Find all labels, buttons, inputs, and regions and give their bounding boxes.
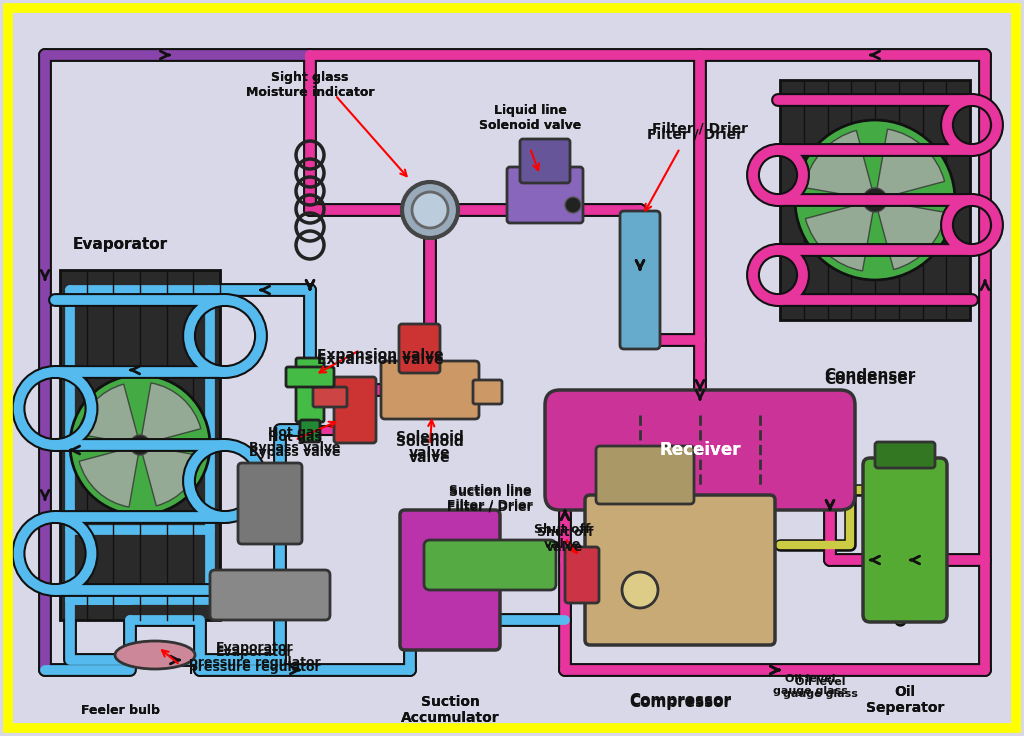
- Circle shape: [130, 435, 150, 455]
- FancyBboxPatch shape: [780, 80, 970, 320]
- Text: Expansion valve: Expansion valve: [316, 353, 443, 367]
- FancyBboxPatch shape: [507, 167, 583, 223]
- FancyBboxPatch shape: [238, 463, 302, 544]
- Text: Sight glass
Moisture indicator: Sight glass Moisture indicator: [246, 71, 374, 99]
- Circle shape: [565, 197, 581, 213]
- Text: Hot gas
Bypass valve: Hot gas Bypass valve: [249, 426, 341, 454]
- Text: Filter / Drier: Filter / Drier: [652, 121, 748, 135]
- Text: Receiver: Receiver: [659, 441, 740, 459]
- Text: Shut off
valve: Shut off valve: [537, 526, 593, 554]
- Circle shape: [863, 188, 887, 212]
- FancyBboxPatch shape: [545, 390, 855, 510]
- FancyBboxPatch shape: [399, 324, 440, 373]
- Text: Liquid line
Solenoid valve: Liquid line Solenoid valve: [479, 104, 582, 132]
- FancyBboxPatch shape: [313, 387, 347, 407]
- Text: Evaporator: Evaporator: [73, 238, 168, 252]
- Wedge shape: [804, 130, 874, 200]
- FancyBboxPatch shape: [863, 458, 947, 622]
- FancyBboxPatch shape: [296, 358, 324, 422]
- Wedge shape: [806, 200, 874, 271]
- FancyBboxPatch shape: [585, 495, 775, 645]
- Text: Oil
Seperator: Oil Seperator: [866, 685, 944, 715]
- Text: Evaporator: Evaporator: [73, 238, 168, 252]
- Wedge shape: [874, 200, 946, 269]
- Text: Evaporator
pressure regulator: Evaporator pressure regulator: [189, 646, 321, 674]
- Circle shape: [622, 572, 658, 608]
- Text: Solenoid
valve: Solenoid valve: [396, 435, 464, 465]
- FancyBboxPatch shape: [473, 380, 502, 404]
- Text: Condenser: Condenser: [824, 367, 915, 383]
- Text: Hot gas
Bypass valve: Hot gas Bypass valve: [249, 431, 341, 459]
- FancyBboxPatch shape: [874, 442, 935, 468]
- FancyBboxPatch shape: [565, 547, 599, 603]
- Text: Filter / Drier: Filter / Drier: [647, 128, 743, 142]
- FancyBboxPatch shape: [210, 570, 330, 620]
- Text: Sight glass
Moisture indicator: Sight glass Moisture indicator: [246, 71, 374, 99]
- Wedge shape: [78, 384, 140, 445]
- Ellipse shape: [115, 641, 195, 669]
- Circle shape: [70, 375, 210, 515]
- Text: Suction line
Filter / Drier: Suction line Filter / Drier: [447, 484, 532, 512]
- Text: Solenoid
valve: Solenoid valve: [396, 430, 464, 460]
- Text: Suction
Accumulator: Suction Accumulator: [400, 695, 500, 725]
- FancyBboxPatch shape: [60, 270, 220, 620]
- Circle shape: [795, 120, 955, 280]
- Text: Feeler bulb: Feeler bulb: [81, 704, 160, 717]
- Text: Expansion valve: Expansion valve: [316, 348, 443, 362]
- Text: Oil level
gauge glass: Oil level gauge glass: [772, 674, 848, 696]
- Text: Evaporator
pressure regulator: Evaporator pressure regulator: [189, 641, 321, 669]
- Text: Suction
Accumulator: Suction Accumulator: [400, 695, 500, 725]
- FancyBboxPatch shape: [596, 446, 694, 504]
- FancyBboxPatch shape: [286, 367, 334, 387]
- FancyBboxPatch shape: [381, 361, 479, 419]
- Text: Liquid line
Solenoid valve: Liquid line Solenoid valve: [479, 104, 582, 132]
- FancyBboxPatch shape: [300, 420, 319, 442]
- FancyBboxPatch shape: [424, 540, 556, 590]
- Wedge shape: [140, 383, 201, 445]
- FancyBboxPatch shape: [520, 139, 570, 183]
- FancyBboxPatch shape: [620, 211, 660, 349]
- FancyBboxPatch shape: [400, 510, 500, 650]
- Wedge shape: [874, 129, 944, 200]
- Text: Shut off
valve: Shut off valve: [534, 523, 590, 551]
- Text: Condenser: Condenser: [824, 372, 915, 387]
- Text: Feeler bulb: Feeler bulb: [81, 704, 160, 717]
- Circle shape: [402, 182, 458, 238]
- Text: Oil level
gauge glass: Oil level gauge glass: [782, 677, 857, 698]
- Text: Receiver: Receiver: [659, 441, 740, 459]
- Wedge shape: [140, 445, 202, 506]
- Text: Oil
Seperator: Oil Seperator: [866, 685, 944, 715]
- Text: Compressor: Compressor: [629, 695, 731, 710]
- Circle shape: [412, 192, 449, 228]
- Text: Suction line
Filter / Drier: Suction line Filter / Drier: [447, 486, 532, 514]
- Text: Compressor: Compressor: [629, 693, 731, 707]
- Wedge shape: [79, 445, 140, 507]
- FancyBboxPatch shape: [334, 377, 376, 443]
